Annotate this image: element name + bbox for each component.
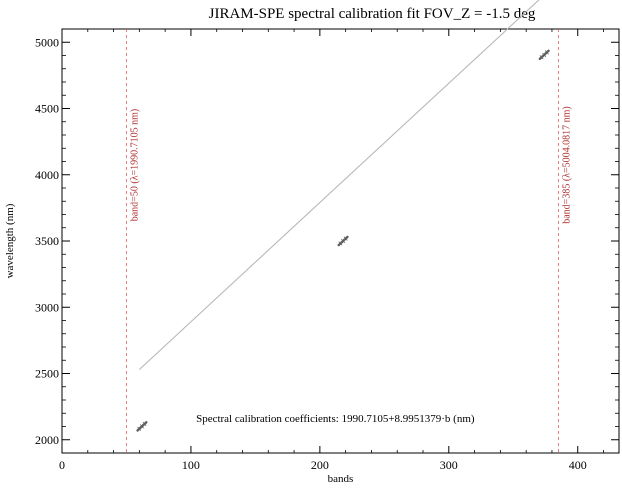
data-point-2 [337,235,349,247]
marker-label-1: band=50 (λ=1990.7105 nm) [129,109,140,222]
y-tick-label-6: 4500 [35,102,59,116]
x-axis-label: bands [328,473,354,485]
y-axis-label: wavelength (nm) [4,203,16,278]
calibration-coefficients-annotation: Spectral calibration coefficients: 1990.… [196,413,475,425]
fit-line [138,0,540,370]
data-point-3 [538,49,550,61]
y-tick-label-4: 3500 [35,234,59,248]
chart-title: JIRAM-SPE spectral calibration fit FOV_Z… [209,6,536,22]
x-axis-ticks: 0 100 200 300 400 [59,29,604,472]
data-point-1 [136,421,148,432]
x-tick-label-5: 400 [569,458,587,472]
x-tick-label-1: 0 [59,458,65,472]
x-tick-label-2: 100 [182,458,200,472]
y-tick-label-2: 2500 [35,367,59,381]
y-tick-label-5: 4000 [35,168,59,182]
vertical-markers: band=50 (λ=1990.7105 nm) band=385 (λ=5004… [126,29,572,453]
x-tick-label-3: 200 [311,458,329,472]
y-tick-label-3: 3000 [35,300,59,314]
marker-label-2: band=385 (λ=5004.0817 nm) [561,106,572,224]
x-tick-label-4: 300 [440,458,458,472]
measured-points [136,49,550,432]
y-tick-label-1: 2000 [35,433,59,447]
y-tick-label-7: 5000 [35,35,59,49]
plot-frame [61,28,620,454]
y-axis-ticks: 2000 2500 3000 3500 4000 4500 5000 [35,28,619,447]
